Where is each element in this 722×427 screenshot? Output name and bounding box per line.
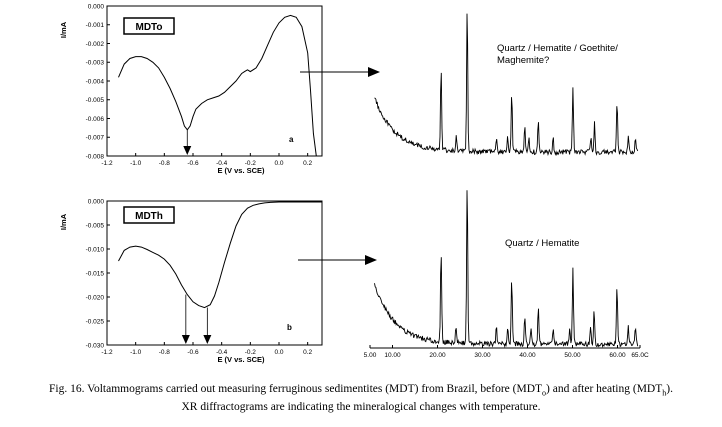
ytick-label: 0.000 <box>88 3 105 10</box>
panel-a-letter: a <box>289 135 294 144</box>
ytick-label: -0.010 <box>86 246 105 253</box>
panel-b-label: MDTh <box>135 211 163 222</box>
xrd-xtick-label: 65.0C <box>631 352 649 359</box>
xrd-xtick-label: 60.00 <box>609 352 626 359</box>
panel-b-yticks: 0.000 -0.005 -0.010 -0.015 -0.020 -0.025 -0.03… <box>86 198 110 349</box>
xtick-label: -1.2 <box>101 349 113 356</box>
xtick-label: 0.2 <box>303 160 312 167</box>
figure-16: 0.000 -0.001 -0.002 -0.003 -0.004 -0.005 -0.00… <box>59 3 649 364</box>
panel-a-xticks: -1.2 -1.0 -0.8 -0.6 -0.4 -0.2 0.0 0.2 <box>101 153 313 167</box>
peak-marker-arrowhead <box>181 335 190 344</box>
panel-b-xlabel: E (V vs. SCE) <box>217 355 265 364</box>
caption-sub-o: o <box>542 388 547 398</box>
xtick-label: 0.2 <box>303 349 312 356</box>
xrd-panel-a: Quartz / Hematite / Goethite/ Maghemite? <box>374 13 639 157</box>
ytick-label: -0.005 <box>86 97 105 104</box>
xrd-a-annotation-line2: Maghemite? <box>497 55 549 66</box>
panel-a-yticks: 0.000 -0.001 -0.002 -0.003 -0.004 -0.005 -0.00… <box>86 3 110 160</box>
ytick-label: -0.001 <box>86 22 105 29</box>
xtick-label: -1.0 <box>130 349 142 356</box>
xrd-panel-b: 5.00 10.00 20.00 30.00 40.00 50.00 60.00 65.0C … <box>364 190 649 359</box>
panel-b-peak-markers <box>181 294 212 344</box>
xtick-label: -1.0 <box>130 160 142 167</box>
xtick-label: 0.0 <box>274 349 283 356</box>
xrd-b-xticks: 5.00 10.00 20.00 30.00 40.00 50.00 60.00 65.0C <box>364 345 649 359</box>
voltammogram-panel-b: 0.000 -0.005 -0.010 -0.015 -0.020 -0.025 -0.03… <box>59 198 323 364</box>
xtick-label: -0.6 <box>187 160 199 167</box>
xrd-xtick-label: 20.00 <box>429 352 446 359</box>
peak-marker-arrowhead <box>183 146 192 155</box>
panel-b-xticks: -1.2 -1.0 -0.8 -0.6 -0.4 -0.2 0.0 0.2 <box>101 342 313 356</box>
panel-a-label: MDTo <box>135 22 162 33</box>
ytick-label: -0.005 <box>86 222 105 229</box>
xrd-xtick-label: 50.00 <box>564 352 581 359</box>
xtick-label: -0.4 <box>216 160 228 167</box>
panel-a-label-box <box>123 17 175 35</box>
panel-a-peak-markers <box>183 129 192 155</box>
panel-b-ylabel: I/mA <box>59 213 68 230</box>
xtick-label: -0.6 <box>187 349 199 356</box>
caption-text-1c: ). <box>666 383 673 395</box>
xrd-xtick-label: 40.00 <box>519 352 536 359</box>
xtick-label: -0.2 <box>245 160 257 167</box>
ytick-label: -0.025 <box>86 318 105 325</box>
xtick-label: -0.8 <box>159 349 171 356</box>
arrowhead-a <box>368 67 380 77</box>
xtick-label: 0.0 <box>274 160 283 167</box>
xtick-label: -0.4 <box>216 349 228 356</box>
xrd-xtick-label: 5.00 <box>364 352 377 359</box>
caption-text-1b: ) and after heating (MDT <box>546 383 663 395</box>
panel-a-xlabel: E (V vs. SCE) <box>217 166 265 175</box>
ytick-label: -0.020 <box>86 294 105 301</box>
panel-b-label-box <box>123 206 175 224</box>
panel-a-ylabel: I/mA <box>59 21 68 38</box>
xtick-label: -0.8 <box>159 160 171 167</box>
panel-b-curve <box>118 201 322 309</box>
caption-text-1a: Fig. 16. Voltammograms carried out measu… <box>49 383 543 395</box>
figure-caption: Fig. 16. Voltammograms carried out measu… <box>6 382 716 415</box>
caption-sub-h: h <box>662 388 667 398</box>
ytick-label: -0.006 <box>86 116 105 123</box>
panel-a-curve <box>118 14 317 157</box>
arrowhead-b <box>365 255 377 265</box>
xtick-label: -1.2 <box>101 160 113 167</box>
ytick-label: -0.007 <box>86 135 105 142</box>
caption-line-1: Fig. 16. Voltammograms carried out measu… <box>6 382 716 400</box>
ytick-label: -0.008 <box>86 153 105 160</box>
xrd-a-annotation-line1: Quartz / Hematite / Goethite/ <box>497 43 618 54</box>
peak-marker-arrowhead <box>203 335 212 344</box>
xrd-xtick-label: 30.00 <box>474 352 491 359</box>
ytick-label: -0.003 <box>86 60 105 67</box>
ytick-label: -0.004 <box>86 78 105 85</box>
xrd-a-pattern <box>374 13 639 157</box>
xrd-b-pattern <box>374 190 639 349</box>
xrd-b-annotation: Quartz / Hematite <box>505 238 579 249</box>
xtick-label: -0.2 <box>245 349 257 356</box>
ytick-label: -0.030 <box>86 342 105 349</box>
ytick-label: -0.015 <box>86 270 105 277</box>
voltammogram-panel-a: 0.000 -0.001 -0.002 -0.003 -0.004 -0.005 -0.00… <box>59 3 323 175</box>
ytick-label: 0.000 <box>88 198 105 205</box>
connector-arrows <box>298 67 380 265</box>
ytick-label: -0.002 <box>86 41 105 48</box>
xrd-xtick-label: 10.00 <box>384 352 401 359</box>
caption-line-2: XR diffractograms are indicating the min… <box>181 401 541 414</box>
panel-b-letter: b <box>287 323 292 332</box>
